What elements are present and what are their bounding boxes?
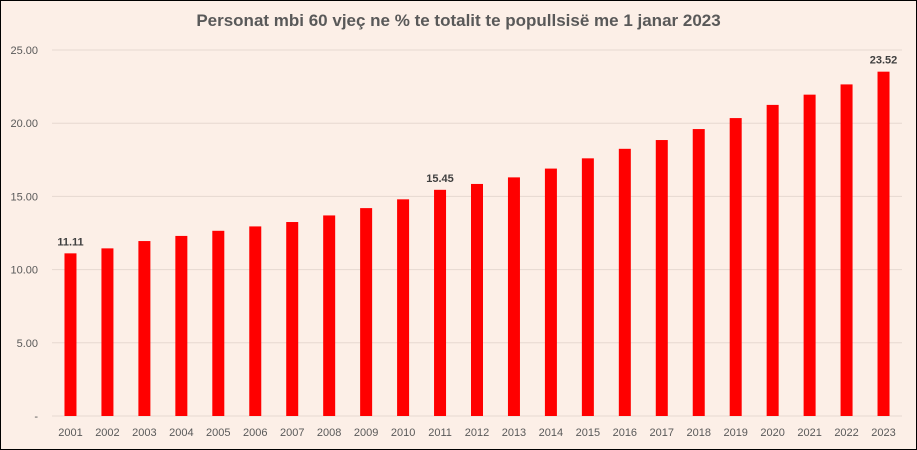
bar-2008 xyxy=(323,215,336,416)
x-tick-label: 2019 xyxy=(723,427,747,439)
bar-2003 xyxy=(138,241,151,416)
x-tick-label: 2007 xyxy=(280,427,304,439)
data-labels: 11.11 15.45 23.52 xyxy=(57,55,897,249)
x-tick-label: 2005 xyxy=(206,427,230,439)
bar-2019 xyxy=(729,118,742,417)
bar-2018 xyxy=(692,129,705,416)
bar-2021 xyxy=(803,94,816,416)
bar-2023 xyxy=(877,71,890,416)
x-tick-label: 2020 xyxy=(760,427,784,439)
x-tick-label: 2002 xyxy=(95,427,119,439)
x-tick-label: 2017 xyxy=(650,427,674,439)
bar-2010 xyxy=(397,199,410,416)
x-tick-label: 2021 xyxy=(797,427,821,439)
x-tick-label: 2004 xyxy=(169,427,193,439)
x-tick-label: 2013 xyxy=(502,427,526,439)
data-label-2023: 23.52 xyxy=(870,55,898,67)
x-tick-label: 2010 xyxy=(391,427,415,439)
y-tick-label: 25.00 xyxy=(10,45,38,57)
data-label-2011: 15.45 xyxy=(426,173,454,185)
bar-2012 xyxy=(471,183,483,416)
x-tick-label: 2015 xyxy=(576,427,600,439)
chart-title: Personat mbi 60 vjeç ne % te totalit te … xyxy=(196,11,721,30)
x-tick-label: 2023 xyxy=(871,427,895,439)
x-tick-label: 2018 xyxy=(686,427,710,439)
bar-2011 xyxy=(434,189,447,416)
bars xyxy=(64,71,890,417)
x-tick-label: 2011 xyxy=(428,427,452,439)
y-tick-label: 5.00 xyxy=(17,338,38,350)
bar-2002 xyxy=(101,248,114,416)
bar-2016 xyxy=(618,148,631,416)
bar-2013 xyxy=(507,177,520,416)
x-tick-label: 2016 xyxy=(613,427,637,439)
x-tick-label: 2012 xyxy=(465,427,489,439)
x-tick-label: 2009 xyxy=(354,427,378,439)
bar-2007 xyxy=(286,222,299,416)
data-label-2001: 11.11 xyxy=(57,236,83,248)
bar-2014 xyxy=(544,168,557,416)
y-tick-label: 15.00 xyxy=(10,191,38,203)
x-axis-ticks: 2001 2002 2003 2004 2005 2006 2007 2008 2009 2010… xyxy=(58,427,896,439)
bar-2009 xyxy=(360,208,373,416)
x-tick-label: 2003 xyxy=(132,427,156,439)
bar-2001 xyxy=(64,253,77,416)
y-tick-label: 10.00 xyxy=(10,265,38,277)
y-tick-label: 20.00 xyxy=(10,118,38,130)
bar-2022 xyxy=(840,84,853,417)
y-tick-label: - xyxy=(34,411,38,423)
bar-2015 xyxy=(581,158,594,416)
bar-2004 xyxy=(175,235,188,416)
y-axis-ticks: - 5.00 10.00 15.00 20.00 25.00 xyxy=(10,45,38,423)
bar-2005 xyxy=(212,230,225,416)
x-tick-label: 2006 xyxy=(243,427,267,439)
x-tick-label: 2022 xyxy=(834,427,858,439)
x-tick-label: 2001 xyxy=(58,427,82,439)
bar-2020 xyxy=(766,104,779,417)
x-tick-label: 2008 xyxy=(317,427,341,439)
x-tick-label: 2014 xyxy=(539,427,563,439)
bar-2017 xyxy=(655,140,668,416)
bar-2006 xyxy=(249,226,262,416)
